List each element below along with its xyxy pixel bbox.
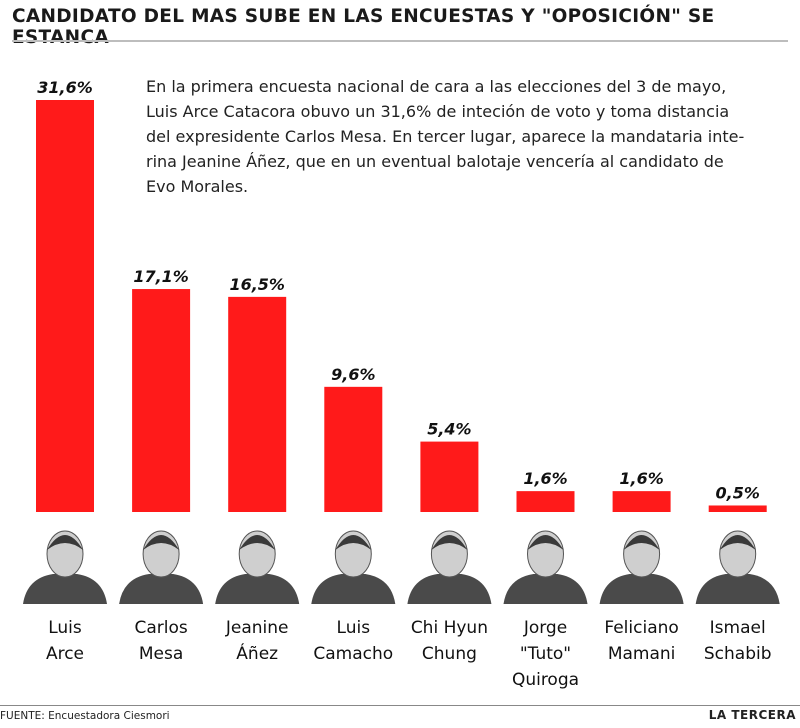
candidate-name: Quiroga — [512, 670, 579, 690]
candidate-portrait — [599, 530, 684, 604]
footer-divider — [0, 705, 800, 706]
candidate-name: Ismael — [710, 618, 766, 638]
chart-title: CANDIDATO DEL MAS SUBE EN LAS ENCUESTAS … — [12, 6, 715, 48]
candidate-portrait — [407, 530, 492, 604]
bar-value-label: 0,5% — [716, 483, 760, 502]
candidate-name: Áñez — [236, 642, 278, 664]
bar — [324, 386, 383, 512]
description-line: En la primera encuesta nacional de cara … — [146, 77, 727, 96]
candidate-name: Carlos — [134, 618, 187, 638]
candidate-name: Jorge — [523, 618, 567, 638]
description-line: Luis Arce Catacora obuvo un 31,6% de int… — [146, 102, 730, 121]
bar-value-label: 1,6% — [619, 469, 663, 488]
source-note: FUENTE: Encuestadora Ciesmori — [0, 710, 170, 722]
bar-chart: 31,6% Luis Arce 17,1% Carlos Mesa 16,5% Jeanine… — [23, 78, 780, 690]
bar-value-label: 16,5% — [229, 275, 285, 294]
candidate-portrait — [695, 530, 780, 604]
candidate-name: Arce — [46, 644, 84, 664]
candidate-portrait — [215, 530, 300, 604]
bar — [36, 100, 94, 512]
candidate-name: Jeanine — [225, 618, 289, 638]
description-line: del expresidente Carlos Mesa. En tercer … — [146, 127, 745, 146]
bar — [516, 491, 575, 512]
bar — [228, 296, 287, 512]
bar — [612, 491, 671, 512]
bar — [132, 289, 191, 512]
description-line: rina Jeanine Áñez, que en un eventual ba… — [146, 152, 724, 171]
candidate-name: Luis — [337, 618, 371, 638]
candidate-name: Luis — [48, 618, 82, 638]
bar-value-label: 9,6% — [331, 365, 375, 384]
candidate-name: Mamani — [608, 644, 676, 664]
candidate-name: Mesa — [139, 644, 183, 664]
bar-value-label: 17,1% — [133, 267, 189, 286]
description-line: Evo Morales. — [146, 177, 249, 196]
candidate-name: Camacho — [313, 644, 393, 664]
candidate-portrait — [503, 530, 588, 604]
bar-value-label: 5,4% — [427, 420, 471, 439]
bar — [420, 441, 479, 512]
bar — [708, 505, 767, 512]
candidate-portrait — [311, 530, 396, 604]
publisher-logo: LA TERCERA — [708, 708, 796, 722]
candidate-portrait — [119, 530, 204, 604]
chart-description: En la primera encuesta nacional de cara … — [146, 74, 776, 199]
candidate-name: Chi Hyun — [411, 618, 488, 638]
candidate-name: "Tuto" — [520, 644, 571, 664]
candidate-name: Schabib — [704, 644, 772, 664]
title-divider — [12, 40, 788, 42]
bar-value-label: 1,6% — [523, 469, 567, 488]
candidate-name: Chung — [422, 644, 477, 664]
candidate-portrait — [23, 530, 107, 604]
bar-value-label: 31,6% — [37, 78, 93, 97]
candidate-name: Feliciano — [604, 618, 678, 638]
